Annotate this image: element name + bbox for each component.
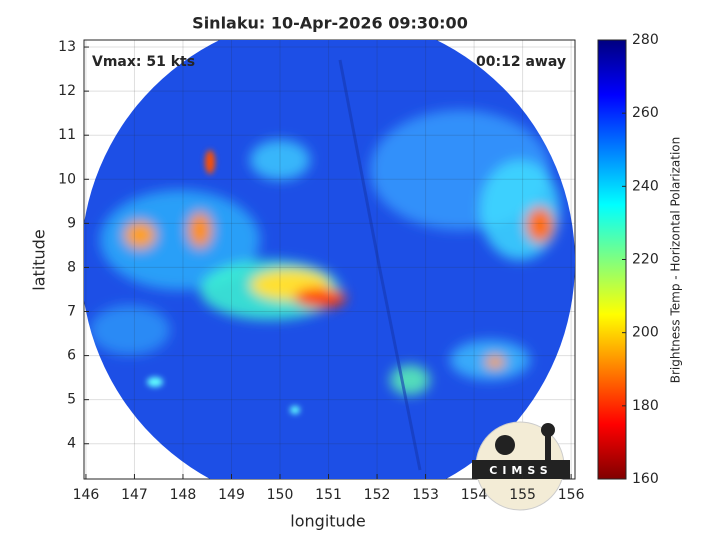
x-tick-label: 154 [461, 487, 488, 503]
y-tick-label: 6 [67, 348, 76, 364]
colorbar-label: Brightness Temp - Horizontal Polarizatio… [669, 137, 683, 384]
chart-title: Sinlaku: 10-Apr-2026 09:30:00 [192, 14, 468, 33]
colorbar [597, 39, 627, 480]
x-tick-label: 150 [267, 487, 294, 503]
x-axis-label: longitude [290, 512, 365, 531]
colorbar-tick-label: 160 [632, 471, 659, 487]
logo-text: CIMSS [489, 464, 552, 477]
x-tick-label: 152 [364, 487, 391, 503]
x-tick-label: 146 [73, 487, 100, 503]
colorbar-tick-label: 240 [632, 178, 659, 194]
y-tick-label: 13 [58, 39, 76, 55]
x-tick-label: 148 [170, 487, 197, 503]
time-annotation: 00:12 away [476, 54, 566, 70]
y-tick-label: 11 [58, 127, 76, 143]
x-tick-label: 147 [121, 487, 148, 503]
colorbar-tick-label: 200 [632, 325, 659, 341]
logo: CIMSS [472, 421, 570, 511]
y-tick-label: 7 [67, 304, 76, 320]
y-tick-label: 12 [58, 83, 76, 99]
y-tick-label: 4 [67, 436, 76, 452]
colorbar-tick-label: 280 [632, 32, 659, 48]
vmax-annotation: Vmax: 51 kts [92, 54, 195, 70]
colorbar-tick-label: 180 [632, 398, 659, 414]
satellite-image [84, 40, 575, 479]
y-tick-label: 5 [67, 392, 76, 408]
y-tick-label: 8 [67, 259, 76, 275]
y-tick-label: 10 [58, 171, 76, 187]
colorbar-tick-label: 260 [632, 105, 659, 121]
colorbar-tick-label: 220 [632, 252, 659, 268]
x-tick-label: 149 [218, 487, 245, 503]
y-axis-label: latitude [30, 229, 49, 290]
x-tick-label: 151 [315, 487, 342, 503]
x-tick-label: 155 [509, 487, 536, 503]
x-tick-label: 156 [558, 487, 585, 503]
x-tick-label: 153 [412, 487, 439, 503]
y-tick-label: 9 [67, 215, 76, 231]
